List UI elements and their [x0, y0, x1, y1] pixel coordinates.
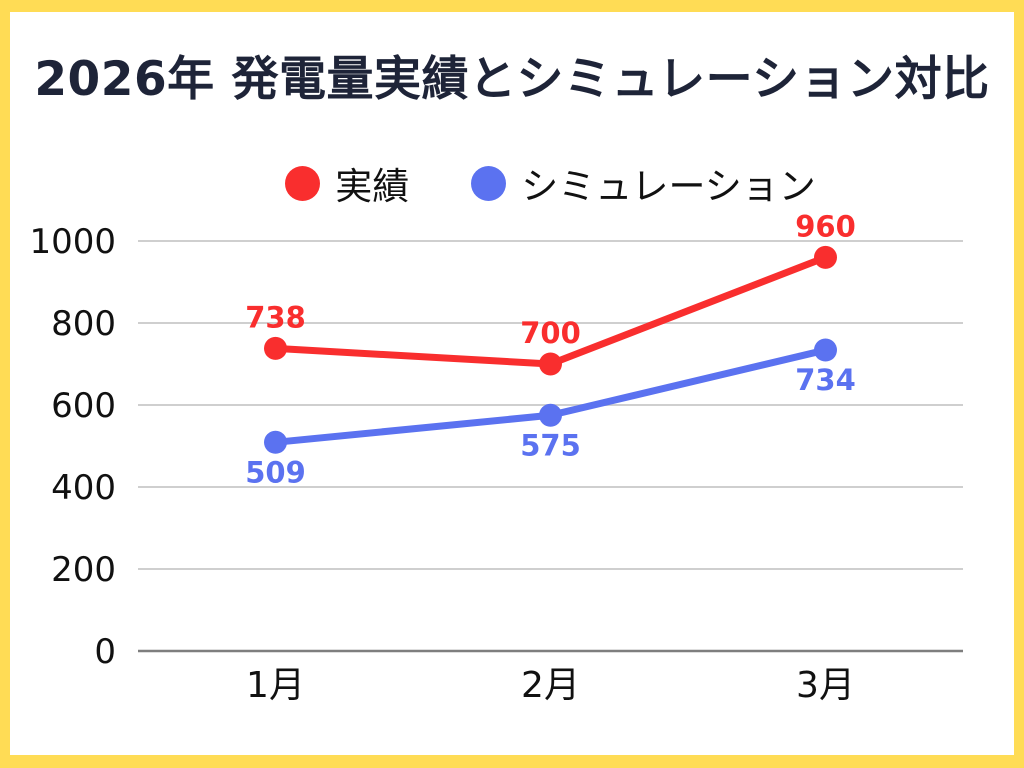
data-label: 575 [520, 428, 581, 462]
chart-title: 2026年 発電量実績とシミュレーション対比 [34, 52, 990, 107]
legend-item-simulation: シミュレーション [471, 156, 816, 210]
y-tick-label: 800 [51, 304, 116, 344]
data-label: 738 [245, 300, 306, 334]
y-tick-label: 1000 [29, 222, 116, 262]
data-point [264, 336, 287, 360]
legend: 実績 シミュレーション [138, 156, 963, 210]
data-label: 960 [795, 209, 856, 243]
data-point [539, 352, 562, 376]
data-point [264, 430, 287, 454]
data-point [539, 403, 562, 427]
y-tick-label: 400 [51, 468, 116, 508]
chart-card [10, 12, 1014, 755]
x-tick-label: 3月 [796, 665, 855, 706]
y-tick-label: 200 [51, 550, 116, 590]
y-tick-label: 0 [94, 632, 116, 672]
legend-dot-simulation-icon [471, 165, 507, 201]
x-tick-label: 1月 [246, 665, 305, 706]
data-point [814, 245, 837, 269]
data-point [814, 338, 837, 362]
data-label: 700 [520, 316, 581, 350]
legend-dot-actual-icon [285, 165, 321, 201]
legend-label-actual: 実績 [335, 165, 410, 208]
data-label: 509 [245, 455, 306, 489]
legend-item-actual: 実績 [285, 156, 409, 210]
y-tick-label: 600 [51, 386, 116, 426]
legend-label-simulation: シミュレーション [521, 165, 816, 208]
x-tick-label: 2月 [521, 665, 580, 706]
data-label: 734 [795, 363, 856, 397]
